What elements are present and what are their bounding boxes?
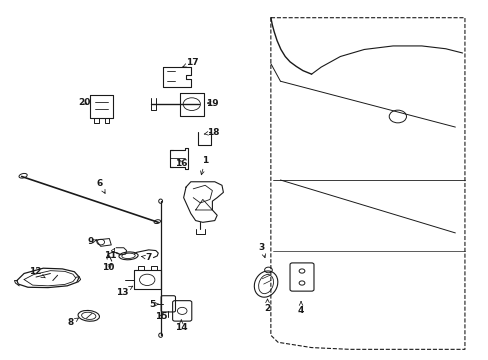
Text: 6: 6 — [97, 179, 105, 193]
Text: 13: 13 — [116, 286, 132, 297]
Text: 9: 9 — [87, 237, 96, 246]
Text: 8: 8 — [68, 318, 79, 327]
Text: 11: 11 — [104, 248, 116, 260]
Text: 10: 10 — [102, 263, 114, 272]
Text: 7: 7 — [141, 253, 152, 262]
Text: 20: 20 — [78, 98, 90, 107]
Text: 3: 3 — [258, 243, 265, 258]
Text: 19: 19 — [205, 99, 218, 108]
Text: 15: 15 — [155, 312, 167, 321]
Text: 12: 12 — [29, 267, 45, 278]
Text: 5: 5 — [149, 300, 158, 309]
Text: 18: 18 — [204, 128, 219, 137]
Text: 4: 4 — [297, 302, 304, 315]
Text: 2: 2 — [264, 299, 270, 313]
Text: 14: 14 — [175, 320, 187, 332]
Text: 17: 17 — [182, 58, 199, 67]
Text: 16: 16 — [175, 158, 187, 167]
Text: 1: 1 — [200, 156, 208, 175]
